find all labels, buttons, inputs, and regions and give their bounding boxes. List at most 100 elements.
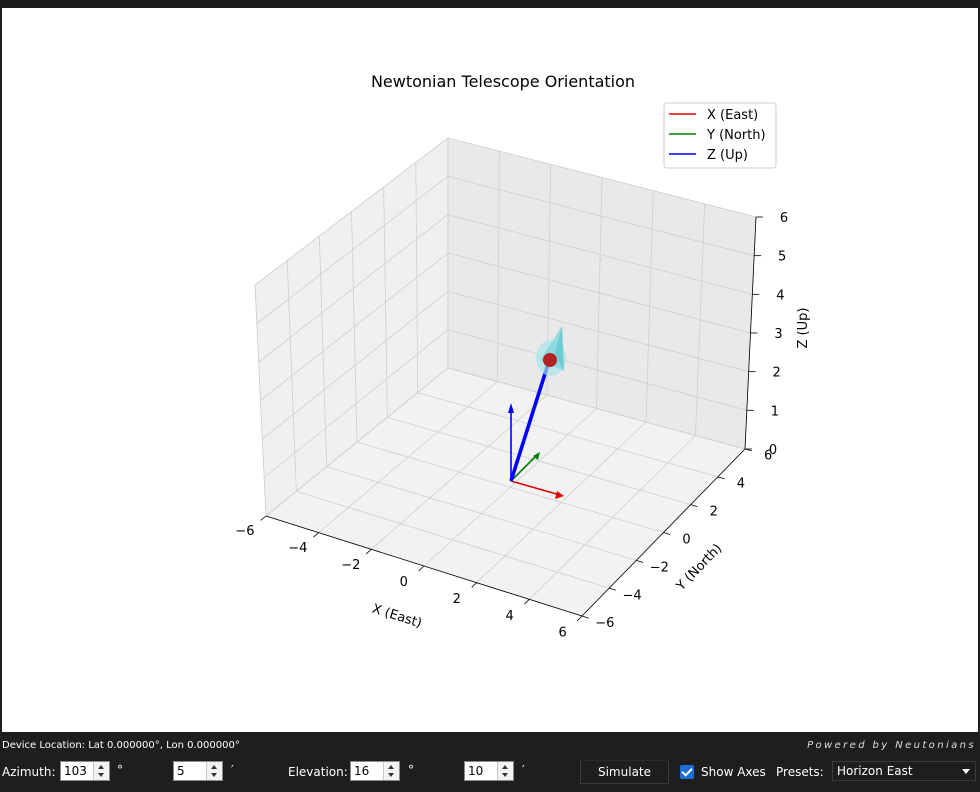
- x-east-arrowhead: [555, 491, 564, 499]
- orientation-vectors: [508, 403, 564, 499]
- elevation-minutes-stepper[interactable]: [497, 762, 513, 780]
- grid-lines: [254, 137, 757, 617]
- elevation-degrees-stepper[interactable]: [383, 762, 399, 780]
- z-tick-label: 6: [780, 211, 788, 226]
- z-tick-label: 2: [773, 366, 781, 381]
- tick-y: [609, 587, 616, 591]
- step-up-icon[interactable]: [388, 765, 394, 769]
- powered-by-text: Powered by Neutonians: [807, 740, 976, 751]
- azimuth-degrees-spinbox[interactable]: 103: [60, 761, 110, 781]
- tick-x: [576, 615, 583, 622]
- legend-x-label: X (East): [707, 108, 758, 123]
- y-tick-label: 6: [764, 448, 772, 463]
- grid-line-z-left: [263, 329, 449, 478]
- azimuth-minutes-value: 5: [177, 764, 185, 778]
- presets-dropdown[interactable]: Horizon East: [832, 761, 976, 781]
- x-tick-label: 6: [558, 626, 566, 641]
- grid-line-y: [356, 441, 664, 533]
- x-tick-label: 0: [400, 575, 408, 590]
- x-tick-label: 2: [453, 592, 461, 607]
- azimuth-degrees-stepper[interactable]: [93, 762, 109, 780]
- tick-x: [524, 599, 530, 605]
- x-east-vector: [510, 480, 561, 496]
- grid-line-z-back: [447, 214, 753, 295]
- chevron-down-icon[interactable]: [962, 769, 970, 774]
- elevation-minutes-spinbox[interactable]: 10: [464, 761, 514, 781]
- y-tick-label: −6: [595, 616, 614, 631]
- device-location-text: Device Location: Lat 0.000000°, Lon 0.00…: [2, 740, 240, 751]
- step-up-icon[interactable]: [502, 765, 508, 769]
- presets-label: Presets:: [776, 765, 824, 779]
- step-up-icon[interactable]: [211, 765, 217, 769]
- z-tick-label: 4: [776, 288, 784, 303]
- elevation-label: Elevation:: [288, 765, 348, 779]
- y-tick-label: 2: [710, 504, 718, 519]
- axes-panes: [254, 137, 757, 617]
- azimuth-degrees-value: 103: [64, 764, 87, 778]
- presets-selected-value: Horizon East: [837, 764, 913, 778]
- tick-y: [636, 559, 644, 563]
- y-north-arrowhead: [533, 452, 540, 460]
- step-down-icon[interactable]: [388, 773, 394, 777]
- telescope-tip-marker: [543, 353, 557, 367]
- step-down-icon[interactable]: [502, 773, 508, 777]
- elevation-degree-symbol: °: [408, 763, 414, 777]
- azimuth-minutes-stepper[interactable]: [206, 762, 222, 780]
- tick-y: [717, 476, 725, 480]
- grid-line-z-left: [256, 176, 449, 324]
- elevation-minutes-value: 10: [468, 764, 484, 778]
- y-tick-label: −2: [650, 560, 669, 575]
- grid-line-z-left: [262, 291, 449, 440]
- legend-z-label: Z (Up): [707, 148, 748, 163]
- window-top-bar: [0, 0, 980, 8]
- step-up-icon[interactable]: [98, 765, 104, 769]
- show-axes-label[interactable]: Show Axes: [701, 765, 766, 779]
- telescope-cone-shade: [555, 326, 564, 371]
- azimuth-degree-symbol: °: [117, 763, 123, 777]
- tick-x: [471, 582, 477, 588]
- plot-title: Newtonian Telescope Orientation: [371, 72, 635, 91]
- x-tick-label: −6: [235, 524, 254, 539]
- y-tick-label: 4: [737, 476, 745, 491]
- tick-x: [313, 532, 319, 538]
- show-axes-checkbox[interactable]: [680, 765, 694, 779]
- tick-x: [365, 549, 372, 555]
- elevation-degrees-value: 16: [354, 764, 370, 778]
- grid-line-z-back: [447, 290, 749, 373]
- telescope-model: [509, 326, 566, 482]
- z-axis-label: Z (Up): [796, 308, 811, 349]
- legend-y-label: Y (North): [706, 128, 766, 143]
- y-axis-label: Y (North): [673, 541, 725, 594]
- tick-y: [581, 615, 589, 619]
- grid-line-y: [296, 490, 610, 589]
- tick-x: [418, 565, 425, 572]
- legend-box: [663, 102, 777, 169]
- y-tick-label: −4: [623, 588, 642, 603]
- grid-line-y: [387, 416, 691, 506]
- simulate-button[interactable]: Simulate: [580, 760, 669, 784]
- step-down-icon[interactable]: [98, 773, 104, 777]
- azimuth-label: Azimuth:: [2, 765, 56, 779]
- elevation-degrees-spinbox[interactable]: 16: [350, 761, 400, 781]
- azimuth-minutes-spinbox[interactable]: 5: [173, 761, 223, 781]
- z-tick-label: 3: [774, 327, 782, 342]
- x-tick-label: −4: [288, 541, 307, 556]
- elevation-minute-symbol: ′: [522, 763, 525, 777]
- grid-line-z-back: [447, 175, 755, 257]
- tick-marks: [260, 216, 763, 622]
- y-tick-label: 0: [682, 532, 690, 547]
- tick-x: [260, 515, 267, 521]
- plot-canvas[interactable]: −6 −4 −2 0 2 4 6 −6 −4 −2 0 2 4 6 0 1 2 3 4 5 6 X (East) Y (…: [2, 8, 978, 732]
- grid-line-z-left: [254, 137, 449, 286]
- x-tick-label: 4: [506, 609, 514, 624]
- grid-line-z-left: [265, 367, 449, 517]
- grid-line-z-back: [447, 329, 747, 411]
- telescope-tube: [509, 357, 552, 482]
- step-down-icon[interactable]: [211, 773, 217, 777]
- tick-y: [663, 532, 671, 535]
- grid-line-z-left: [260, 252, 449, 401]
- y-north-vector: [510, 454, 538, 482]
- azimuth-minute-symbol: ′: [231, 763, 234, 777]
